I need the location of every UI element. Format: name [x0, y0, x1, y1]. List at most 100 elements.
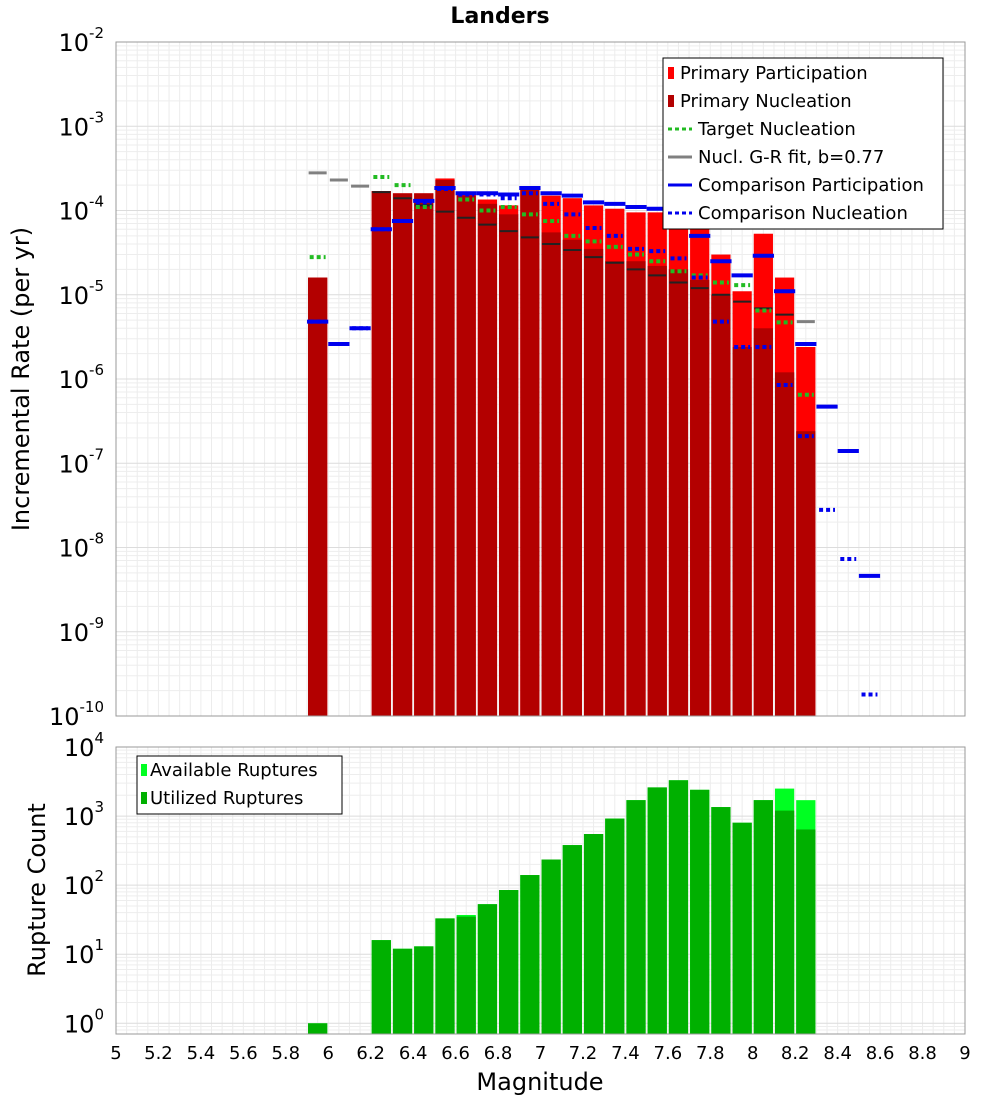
x-tick-label: 8: [747, 1043, 758, 1064]
y-tick-label: 10-8: [58, 530, 104, 563]
bottom-y-axis-label: Rupture Count: [23, 803, 51, 977]
legend-swatch: [668, 95, 674, 107]
y-tick-label: 100: [64, 1005, 104, 1038]
utilized-ruptures-bar: [520, 875, 540, 1034]
x-tick-label: 8.6: [866, 1043, 895, 1064]
utilized-ruptures-bar: [308, 1023, 328, 1034]
y-tick-label: 10-5: [58, 277, 104, 310]
y-tick-label: 102: [64, 867, 104, 900]
x-tick-label: 5.2: [144, 1043, 173, 1064]
top-plot-frame: [115, 41, 966, 717]
utilized-ruptures-bar: [477, 904, 498, 1034]
utilized-ruptures-bar: [796, 829, 816, 1034]
legend-label: Comparison Participation: [698, 175, 924, 196]
primary-nucleation-bar: [753, 328, 773, 716]
primary-nucleation-bar: [541, 232, 561, 716]
primary-nucleation-bar: [732, 346, 752, 716]
primary-nucleation-bar: [774, 372, 795, 716]
primary-nucleation-bar: [435, 180, 455, 717]
legend-label: Utilized Ruptures: [150, 788, 303, 809]
utilized-ruptures-bar: [456, 916, 476, 1034]
primary-nucleation-bar: [647, 265, 667, 716]
chart-title: Landers: [450, 4, 549, 29]
legend-label: Nucl. G-R fit, b=0.77: [698, 147, 884, 168]
legend-swatch: [141, 792, 147, 804]
y-tick-label: 103: [64, 798, 104, 831]
legend-box: [136, 755, 343, 815]
x-tick-label: 6.8: [484, 1043, 513, 1064]
x-tick-label: 8.8: [908, 1043, 937, 1064]
primary-nucleation-bar: [456, 195, 476, 716]
x-ticks: 5 5.2 5.4 5.6 5.8 6 6.2 6.4 6.6 6.8 7 7.2 7.4 7.6 7.8 8…: [110, 1043, 970, 1064]
legend-label: Primary Nucleation: [680, 91, 852, 112]
top-legend: Primary Participation Primary Nucleation T…: [662, 57, 944, 230]
legend-swatch: [141, 764, 147, 776]
bottom-legend: Available Ruptures Utilized Ruptures: [136, 755, 343, 815]
utilized-ruptures-bar: [647, 787, 667, 1034]
y-tick-label: 10-3: [58, 108, 104, 141]
primary-nucleation-bar: [477, 203, 498, 716]
y-tick-label: 10-4: [58, 193, 104, 226]
y-tick-label: 104: [64, 729, 104, 762]
utilized-ruptures-bar: [732, 822, 752, 1034]
utilized-ruptures-bar: [435, 918, 455, 1034]
utilized-ruptures-bar: [392, 948, 413, 1034]
bottom-bars: [308, 780, 816, 1034]
primary-nucleation-bar: [668, 269, 689, 716]
x-tick-label: 5.6: [229, 1043, 258, 1064]
top-marks: [307, 171, 881, 697]
y-tick-label: 10-9: [58, 614, 104, 647]
primary-nucleation-bar: [562, 239, 582, 716]
primary-nucleation-bar: [605, 261, 625, 716]
utilized-ruptures-bar: [690, 789, 710, 1034]
primary-nucleation-bar: [414, 193, 434, 717]
x-tick-label: 5.4: [187, 1043, 216, 1064]
primary-nucleation-bar: [392, 193, 413, 717]
x-tick-label: 6.6: [441, 1043, 470, 1064]
utilized-ruptures-bar: [499, 890, 519, 1034]
legend-box: [662, 57, 944, 230]
legend-label: Comparison Nucleation: [698, 203, 908, 224]
top-y-ticks: 10-10 10-9 10-8 10-7 10-6 10-5 10-4 10-3 10-2: [49, 24, 104, 731]
utilized-ruptures-bar: [583, 834, 604, 1034]
bottom-plot-frame: [115, 746, 966, 1035]
primary-nucleation-bar: [626, 261, 646, 716]
legend-swatch: [668, 67, 674, 79]
legend-label: Available Ruptures: [150, 760, 318, 781]
utilized-ruptures-bar: [414, 946, 434, 1034]
x-tick-label: 8.2: [781, 1043, 810, 1064]
x-tick-label: 7.8: [696, 1043, 725, 1064]
legend-label: Target Nucleation: [697, 119, 856, 140]
x-tick-label: 7: [535, 1043, 546, 1064]
x-tick-label: 5.8: [271, 1043, 300, 1064]
x-tick-label: 7.6: [654, 1043, 683, 1064]
x-axis-label: Magnitude: [476, 1068, 603, 1096]
y-tick-label: 10-2: [58, 24, 104, 57]
utilized-ruptures-bar: [605, 818, 625, 1034]
utilized-ruptures-bar: [562, 845, 582, 1034]
x-tick-label: 7.2: [569, 1043, 598, 1064]
y-tick-label: 101: [64, 936, 104, 969]
primary-nucleation-bar: [371, 191, 391, 717]
primary-nucleation-bar: [308, 277, 328, 716]
x-tick-label: 6: [323, 1043, 334, 1064]
x-tick-label: 7.4: [611, 1043, 640, 1064]
primary-nucleation-bar: [583, 248, 604, 716]
x-tick-label: 6.4: [399, 1043, 428, 1064]
x-tick-label: 5: [110, 1043, 121, 1064]
primary-nucleation-bar: [796, 431, 816, 716]
primary-nucleation-bar: [520, 188, 540, 716]
utilized-ruptures-bar: [541, 859, 561, 1034]
y-tick-label: 10-7: [58, 445, 104, 478]
utilized-ruptures-bar: [371, 940, 391, 1034]
x-tick-label: 6.2: [356, 1043, 385, 1064]
utilized-ruptures-bar: [626, 800, 646, 1034]
utilized-ruptures-bar: [668, 780, 689, 1034]
top-bars: [308, 178, 816, 717]
x-tick-label: 8.4: [823, 1043, 852, 1064]
y-tick-label: 10-10: [49, 698, 104, 731]
utilized-ruptures-bar: [711, 807, 731, 1034]
legend-label: Primary Participation: [680, 63, 868, 84]
utilized-ruptures-bar: [774, 810, 795, 1034]
